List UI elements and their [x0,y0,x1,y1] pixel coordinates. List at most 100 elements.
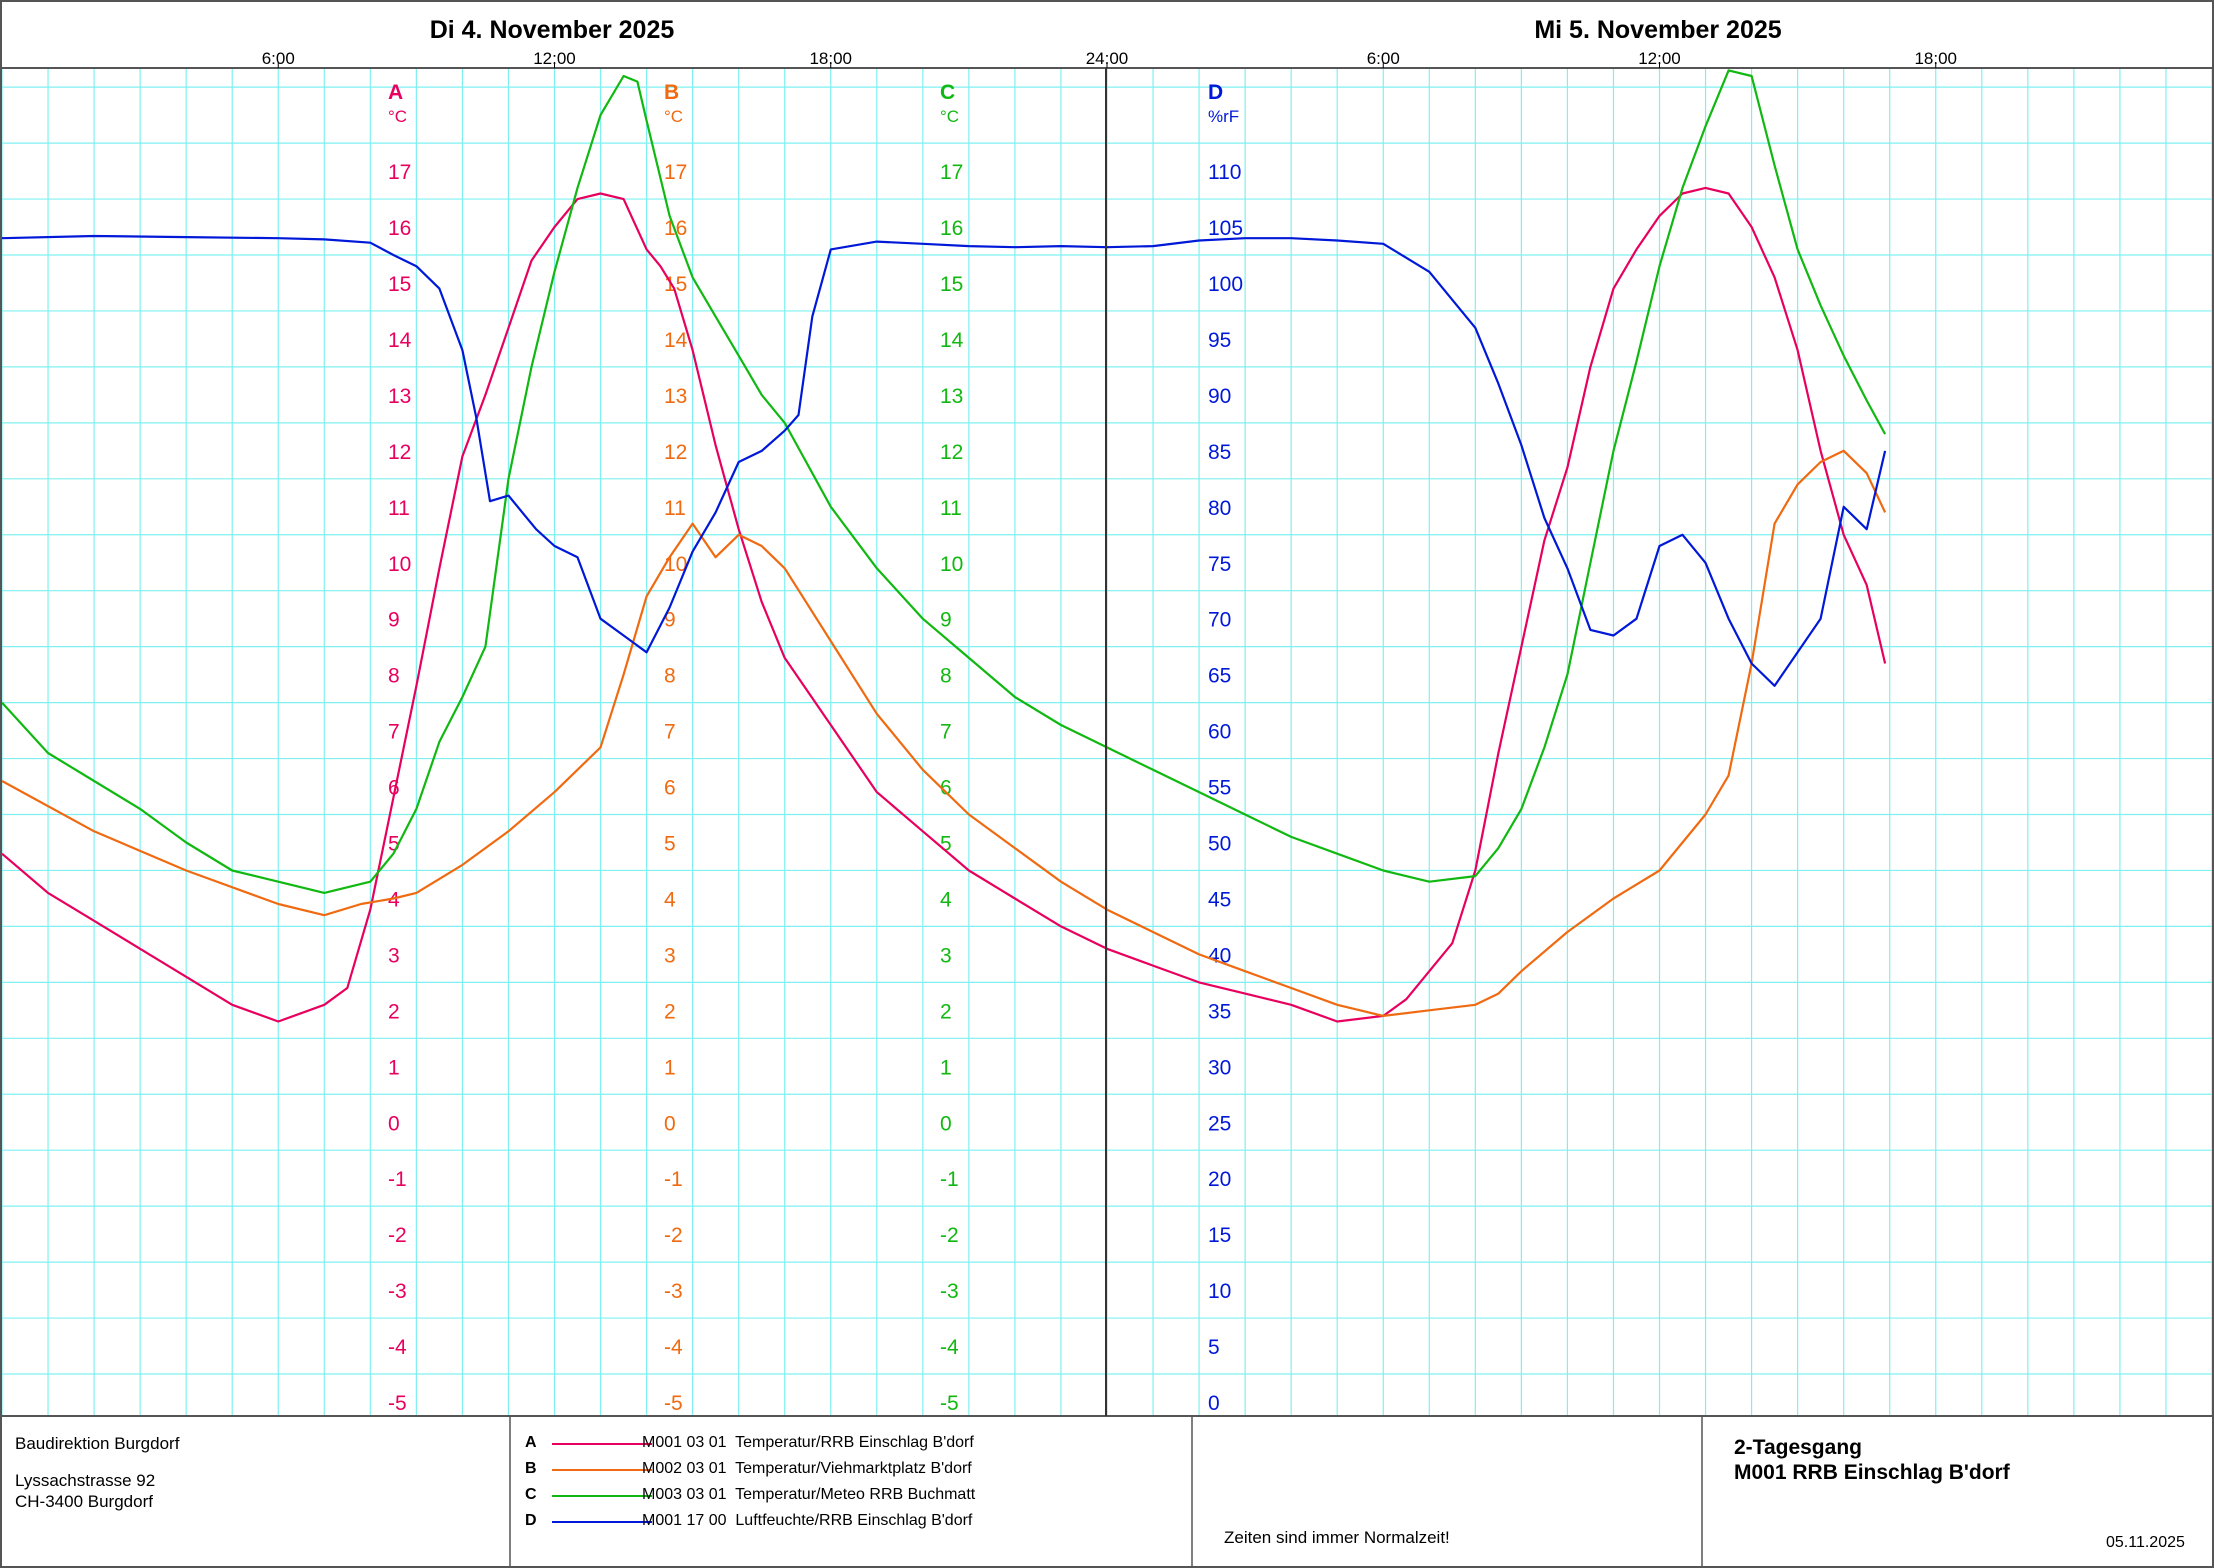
axis-tick-label-D: 110 [1208,161,1241,184]
axis-tick-label-D: 40 [1208,944,1231,967]
legend-label: M001 03 01 Temperatur/RRB Einschlag B'do… [642,1434,974,1451]
axis-tick-label-D: 50 [1208,833,1231,856]
time-tick-label: 12:00 [533,49,576,68]
time-tick-label: 6:00 [1367,49,1400,68]
axis-tick-label-D: 105 [1208,217,1243,240]
axis-unit-A: °C [388,107,407,126]
axis-tick-label-A: -5 [388,1392,407,1415]
series-line-C [1,69,1887,895]
axis-tick-label-A: 11 [388,497,410,520]
axis-tick-label-C: 8 [940,665,952,688]
y-scales: A°C17161514131211109876543210-1-2-3-4-5B… [388,81,1243,1415]
axis-tick-label-D: 100 [1208,273,1243,296]
axis-tick-label-C: 5 [940,833,952,856]
axis-tick-label-C: 0 [940,1112,952,1135]
axis-tick-label-D: 45 [1208,888,1231,911]
axis-tick-label-B: -1 [664,1168,683,1191]
axis-tick-label-A: 10 [388,553,411,576]
axis-tick-label-A: 5 [388,833,400,856]
axis-unit-B: °C [664,107,683,126]
series-line-B [1,449,1887,1018]
axis-tick-label-D: 75 [1208,553,1231,576]
day1-title: Di 4. November 2025 [430,16,675,44]
axis-tick-label-C: 12 [940,441,963,464]
axis-tick-label-B: -3 [664,1280,683,1303]
axis-tick-label-C: 6 [940,777,952,800]
report-date: 05.11.2025 [2106,1534,2185,1551]
axis-tick-label-D: 80 [1208,497,1231,520]
axis-tick-label-A: 4 [388,888,400,911]
axis-tick-label-C: -3 [940,1280,959,1303]
axis-tick-label-B: 17 [664,161,687,184]
axis-tick-label-B: 6 [664,777,676,800]
axis-tick-label-C: -1 [940,1168,959,1191]
axis-tick-label-D: 25 [1208,1112,1231,1135]
header: Di 4. November 2025 Mi 5. November 2025 … [262,16,1957,68]
normalzeit-note: Zeiten sind immer Normalzeit! [1224,1528,1450,1547]
axis-tick-label-A: 17 [388,161,411,184]
axis-tick-label-C: 11 [940,497,962,520]
legend-label: M001 17 00 Luftfeuchte/RRB Einschlag B'd… [642,1512,973,1529]
time-tick-label: 12:00 [1638,49,1681,68]
axis-tick-label-A: -3 [388,1280,407,1303]
axis-tick-label-A: 12 [388,441,411,464]
axis-tick-label-B: 0 [664,1112,676,1135]
axis-tick-label-A: 8 [388,665,400,688]
legend-swatch [552,1469,652,1471]
axis-tick-label-B: 9 [664,609,676,632]
time-tick-label: 18:00 [809,49,852,68]
axis-tick-label-C: 2 [940,1000,952,1023]
legend-key: C [525,1486,537,1503]
axis-tick-label-A: 6 [388,777,400,800]
axis-tick-label-A: -4 [388,1336,407,1359]
footer: Baudirektion Burgdorf Lyssachstrasse 92 … [0,1416,2214,1568]
axis-tick-label-B: 5 [664,833,676,856]
axis-tick-label-C: 15 [940,273,963,296]
axis-tick-label-A: 3 [388,944,400,967]
axis-tick-label-A: -2 [388,1224,407,1247]
axis-tick-label-C: -5 [940,1392,959,1415]
axis-tick-label-C: 16 [940,217,963,240]
axis-tick-label-D: 0 [1208,1392,1220,1415]
axis-tick-label-C: 14 [940,329,964,352]
axis-tick-label-C: -4 [940,1336,959,1359]
axis-tick-label-B: -5 [664,1392,683,1415]
series-line-A [1,186,1887,1023]
time-tick-label: 18:00 [1914,49,1957,68]
axis-tick-label-D: 55 [1208,777,1231,800]
axis-tick-label-C: 9 [940,609,952,632]
time-tick-label: 24:00 [1086,49,1129,68]
org-name: Baudirektion Burgdorf [15,1434,180,1453]
legend-swatch [552,1443,652,1445]
axis-tick-label-A: -1 [388,1168,407,1191]
axis-tick-label-B: 1 [664,1056,676,1079]
axis-tick-label-A: 0 [388,1112,400,1135]
axis-tick-label-D: 60 [1208,721,1231,744]
legend-key: B [525,1460,537,1477]
axis-tick-label-C: 4 [940,888,952,911]
axis-tick-label-C: 7 [940,721,952,744]
axis-unit-D: %rF [1208,107,1239,126]
legend-key: D [525,1512,537,1529]
axis-tick-label-D: 30 [1208,1056,1231,1079]
footer-dividers [509,1416,1703,1566]
axis-tick-label-A: 15 [388,273,411,296]
axis-tick-label-D: 85 [1208,441,1231,464]
axis-tick-label-A: 16 [388,217,411,240]
axis-tick-label-B: -4 [664,1336,683,1359]
axis-unit-C: °C [940,107,959,126]
axis-tick-label-B: 4 [664,888,676,911]
axis-tick-label-C: -2 [940,1224,959,1247]
axis-tick-label-C: 17 [940,161,963,184]
legend-swatch [552,1495,652,1497]
axis-tick-label-D: 5 [1208,1336,1220,1359]
axis-key-B: B [664,81,679,104]
axis-tick-label-D: 65 [1208,665,1231,688]
report-title-line2: M001 RRB Einschlag B'dorf [1734,1461,2010,1484]
legend-label: M003 03 01 Temperatur/Meteo RRB Buchmatt [642,1486,976,1503]
series-lines [1,69,1887,1023]
axis-tick-label-A: 9 [388,609,400,632]
report-title-line1: 2-Tagesgang [1734,1436,1862,1459]
